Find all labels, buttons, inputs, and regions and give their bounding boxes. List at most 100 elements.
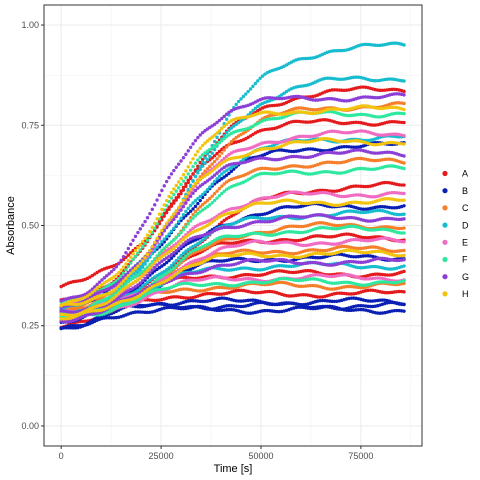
data-point	[320, 149, 325, 153]
data-point	[169, 263, 174, 268]
data-point	[126, 258, 131, 263]
data-point	[390, 206, 394, 210]
data-point	[351, 120, 356, 125]
data-point	[155, 254, 159, 258]
data-point	[387, 267, 392, 271]
data-point	[383, 225, 387, 229]
data-point	[193, 204, 198, 209]
data-point	[136, 305, 140, 309]
data-point	[126, 280, 131, 284]
data-point	[148, 211, 152, 216]
data-point	[200, 143, 205, 148]
data-point	[232, 167, 236, 171]
data-point	[239, 119, 243, 123]
data-point	[373, 96, 377, 100]
data-point	[176, 219, 181, 224]
data-point	[212, 179, 217, 184]
data-point	[212, 198, 217, 203]
data-point	[222, 170, 226, 174]
data-point	[402, 309, 406, 313]
data-point	[220, 184, 224, 188]
data-point	[402, 231, 406, 235]
data-point	[196, 201, 200, 206]
data-point	[402, 281, 406, 286]
data-point	[164, 244, 169, 248]
data-point	[193, 161, 198, 165]
data-point	[363, 95, 368, 99]
data-point	[97, 280, 102, 284]
data-point	[395, 101, 399, 105]
data-point	[402, 278, 406, 283]
data-point	[402, 302, 406, 307]
data-point	[332, 88, 337, 92]
data-point	[323, 170, 327, 174]
data-point	[363, 254, 368, 258]
data-point	[234, 122, 238, 127]
data-point	[402, 79, 406, 83]
data-point	[203, 161, 207, 165]
data-point	[320, 304, 325, 309]
data-point	[224, 145, 229, 149]
data-point	[342, 280, 346, 285]
data-point	[208, 203, 212, 207]
data-point	[196, 211, 200, 216]
data-point	[383, 180, 387, 185]
data-point	[311, 108, 315, 112]
data-point	[402, 183, 406, 187]
data-point	[335, 161, 339, 165]
data-point	[224, 173, 229, 177]
data-point	[402, 269, 406, 274]
data-point	[208, 307, 212, 311]
data-point	[371, 158, 375, 163]
data-point	[145, 233, 150, 237]
data-point	[260, 166, 265, 170]
data-point	[196, 289, 200, 293]
data-point	[129, 242, 133, 247]
data-point	[117, 262, 121, 266]
data-point	[316, 256, 320, 260]
data-point	[210, 201, 214, 205]
data-point	[368, 288, 373, 292]
data-point	[229, 126, 234, 130]
data-point	[227, 241, 231, 245]
data-point	[176, 261, 181, 265]
data-point	[287, 224, 291, 228]
data-point	[160, 207, 164, 212]
data-point	[212, 159, 217, 164]
data-point	[337, 171, 341, 175]
data-point	[356, 246, 361, 251]
data-point	[169, 268, 174, 272]
data-point	[210, 175, 214, 179]
data-point	[289, 149, 294, 154]
data-point	[270, 103, 274, 108]
data-point	[397, 212, 401, 217]
data-point	[292, 205, 296, 209]
data-point	[203, 156, 207, 160]
data-point	[193, 278, 198, 282]
data-point	[316, 295, 320, 299]
data-point	[217, 118, 222, 123]
data-point	[294, 224, 298, 229]
data-point	[184, 209, 188, 214]
data-point	[325, 160, 329, 164]
data-point	[258, 281, 262, 285]
data-point	[124, 282, 128, 286]
data-point	[191, 191, 195, 195]
data-point	[229, 237, 234, 241]
data-point	[160, 264, 164, 268]
data-point	[191, 179, 195, 183]
data-point	[188, 304, 193, 309]
data-point	[227, 110, 231, 115]
data-point	[191, 157, 195, 161]
data-point	[289, 169, 294, 173]
data-point	[124, 262, 128, 266]
data-point	[270, 167, 274, 171]
data-point	[241, 248, 246, 252]
data-point	[131, 252, 135, 256]
data-point	[313, 98, 318, 102]
data-point	[188, 228, 193, 232]
data-point	[155, 267, 159, 272]
data-point	[203, 190, 207, 194]
data-point	[138, 242, 142, 247]
data-point	[313, 234, 318, 238]
